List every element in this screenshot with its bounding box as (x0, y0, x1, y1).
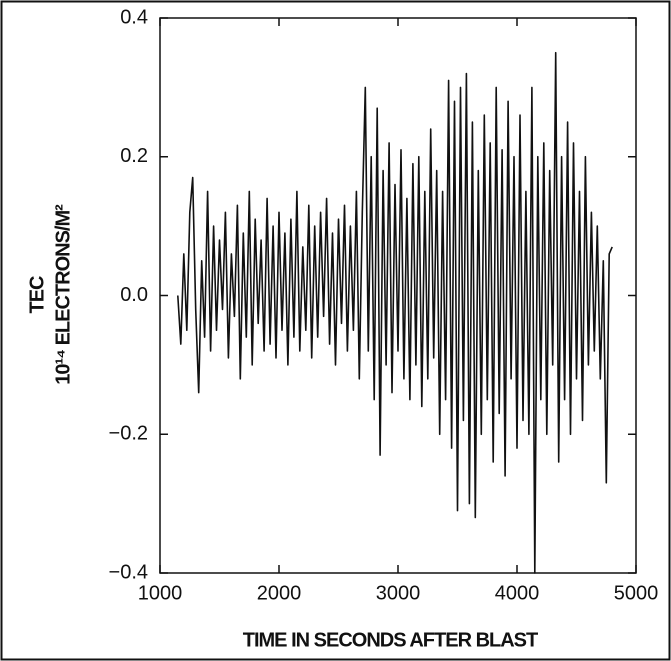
x-axis-label: TIME IN SECONDS AFTER BLAST (243, 629, 538, 651)
y-tick-label: −0.2 (109, 423, 148, 445)
plot-frame (159, 17, 637, 574)
x-tick-label: 3000 (376, 582, 421, 604)
y-axis-label: TEC (26, 276, 48, 314)
x-tick-label: 4000 (495, 582, 540, 604)
x-tick-label: 1000 (138, 582, 183, 604)
x-tick-label: 2000 (257, 582, 302, 604)
y-tick-label: 0.2 (120, 145, 148, 167)
x-tick-label: 5000 (614, 582, 659, 604)
data-line (177, 51, 613, 574)
y-tick-label: 0.0 (120, 284, 148, 306)
y-axis-label: 10¹⁴ ELECTRONS/M² (52, 204, 74, 385)
y-tick-label: −0.4 (109, 561, 148, 583)
y-tick-label: 0.4 (120, 6, 148, 28)
